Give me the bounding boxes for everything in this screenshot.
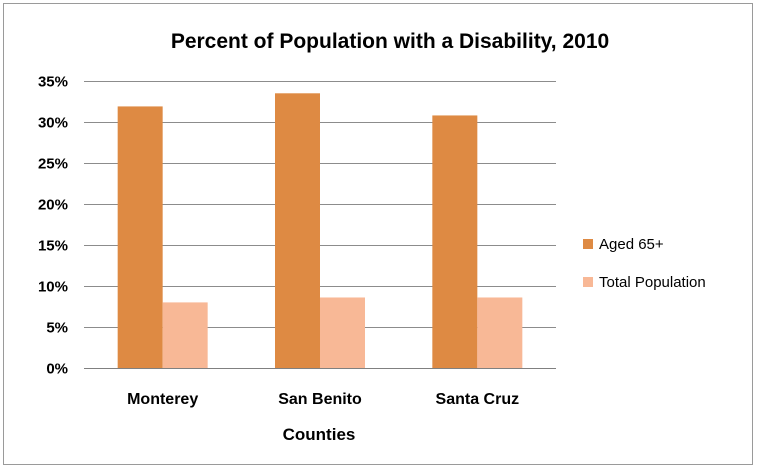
- bar-total-population-santa-cruz: [477, 297, 523, 368]
- chart-title: Percent of Population with a Disability,…: [171, 30, 609, 53]
- y-tick-label: 0%: [46, 361, 68, 378]
- bar-total-population-san-benito: [320, 297, 365, 368]
- bar-aged-65--monterey: [117, 106, 163, 369]
- y-tick-label: 15%: [38, 238, 68, 255]
- x-axis-ticks: Monterey San Benito Santa Cruz: [127, 391, 519, 408]
- bar-aged-65--san-benito: [275, 93, 320, 369]
- bar-total-population-monterey: [162, 302, 208, 368]
- legend-swatch: [583, 239, 593, 249]
- legend: Aged 65+ Total Population: [583, 236, 706, 291]
- x-tick-label: Monterey: [127, 391, 198, 408]
- y-tick-label: 25%: [38, 156, 68, 173]
- y-tick-label: 35%: [38, 74, 68, 91]
- bars: [117, 93, 523, 369]
- x-axis-label: Counties: [283, 425, 356, 444]
- legend-label: Aged 65+: [599, 236, 664, 253]
- legend-swatch: [583, 277, 593, 287]
- x-tick-label: San Benito: [278, 391, 362, 408]
- y-tick-label: 5%: [46, 320, 68, 337]
- bar-aged-65--santa-cruz: [432, 115, 478, 368]
- y-axis-ticks: 0% 5% 10% 15% 20% 25% 30% 35%: [38, 74, 68, 378]
- y-tick-label: 10%: [38, 279, 68, 296]
- y-tick-label: 30%: [38, 115, 68, 132]
- legend-label: Total Population: [599, 274, 706, 291]
- x-tick-label: Santa Cruz: [436, 391, 520, 408]
- y-tick-label: 20%: [38, 197, 68, 214]
